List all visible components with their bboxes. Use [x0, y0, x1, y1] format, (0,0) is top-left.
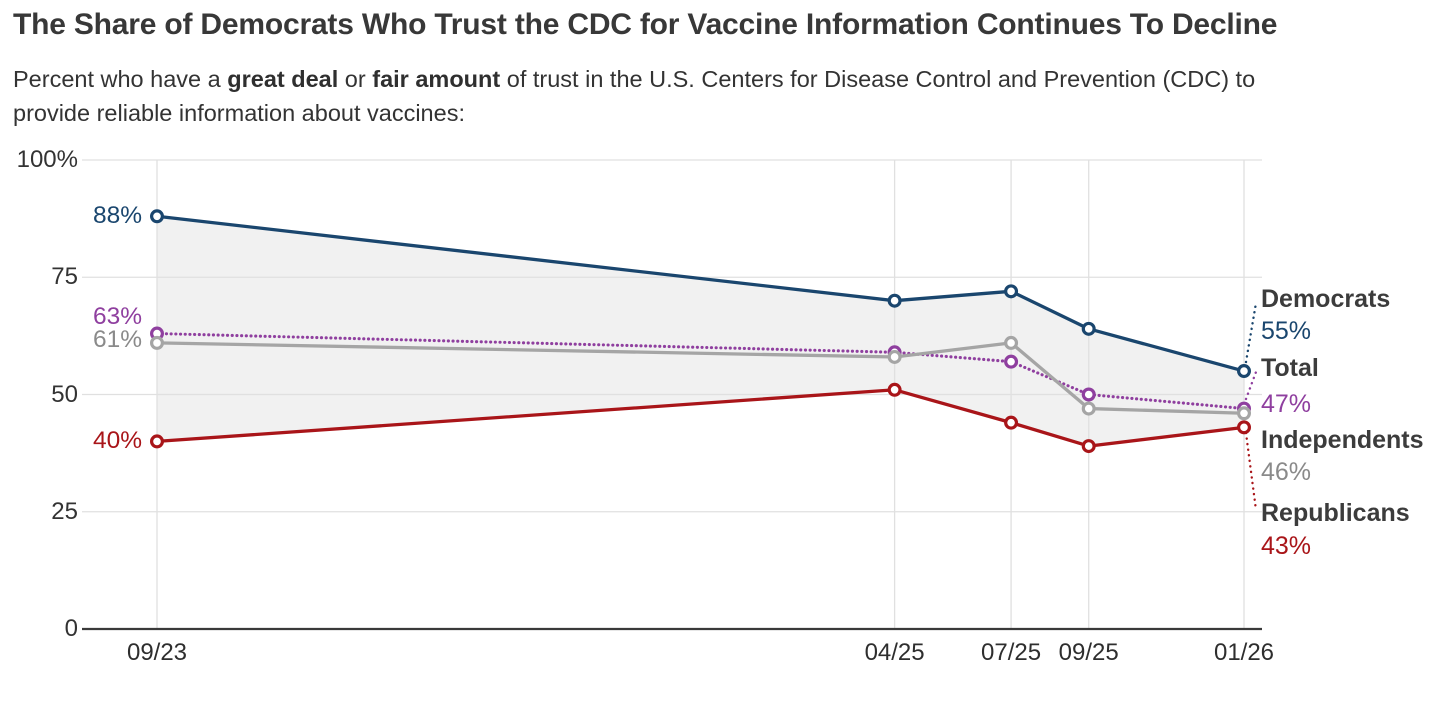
data-point-republicans-09/25: [1081, 439, 1096, 454]
chart-subtitle: Percent who have a great deal or fair am…: [13, 62, 1255, 130]
data-point-democrats-01/26: [1236, 364, 1251, 379]
legend-value-democrats: 55%: [1261, 317, 1312, 345]
data-point-independents-09/25: [1081, 401, 1096, 416]
y-tick-label-25: 25: [51, 497, 78, 525]
x-tick-label-04/25: 04/25: [864, 639, 925, 666]
leader-line-republicans: [1244, 431, 1258, 512]
x-tick-label-09/23: 09/23: [126, 639, 188, 666]
data-point-republicans-04/25: [887, 382, 902, 397]
data-point-independents-09/23: [150, 335, 165, 350]
y-tick-label-50: 50: [51, 380, 78, 408]
start-value-independents: 61%: [92, 325, 142, 353]
data-point-republicans-01/26: [1236, 420, 1251, 435]
subtitle-text: Percent who have a: [13, 66, 228, 92]
leader-line-total: [1244, 370, 1258, 401]
band-between-democrats-republicans: [157, 216, 1244, 447]
legend-name-independents: Independents: [1261, 426, 1424, 454]
data-point-republicans-07/25: [1004, 415, 1019, 430]
x-tick-label-01/26: 01/26: [1213, 639, 1275, 666]
y-tick-label-100: 100%: [16, 146, 78, 173]
data-point-total-09/25: [1081, 387, 1096, 402]
x-tick-label-09/25: 09/25: [1058, 639, 1119, 666]
data-point-democrats-07/25: [1004, 284, 1019, 299]
data-point-democrats-09/25: [1081, 321, 1096, 336]
data-point-total-07/25: [1004, 354, 1019, 369]
y-tick-label-0: 0: [64, 615, 78, 642]
data-point-republicans-09/23: [150, 434, 165, 449]
subtitle-text: or: [338, 66, 373, 92]
y-tick-label-75: 75: [51, 263, 78, 291]
leader-line-democrats: [1244, 301, 1258, 364]
subtitle-bold-great-deal: great deal: [227, 66, 339, 92]
start-value-democrats: 88%: [92, 202, 142, 230]
legend-name-democrats: Democrats: [1261, 285, 1391, 313]
chart-title: The Share of Democrats Who Trust the CDC…: [13, 8, 1278, 41]
x-tick-label-07/25: 07/25: [981, 639, 1042, 666]
legend-name-republicans: Republicans: [1261, 499, 1410, 527]
subtitle-bold-fair-amount: fair amount: [372, 66, 501, 92]
data-point-independents-04/25: [887, 349, 902, 364]
legend-value-republicans: 43%: [1261, 532, 1312, 560]
data-point-independents-07/25: [1004, 335, 1019, 350]
subtitle-text-line2: provide reliable information about vacci…: [13, 100, 465, 126]
data-point-democrats-09/23: [150, 209, 165, 224]
legend-name-total: Total: [1261, 354, 1319, 382]
start-value-republicans: 40%: [92, 427, 142, 455]
data-point-democrats-04/25: [887, 293, 902, 308]
subtitle-text: of trust in the U.S. Centers for Disease…: [500, 66, 1256, 92]
legend-value-independents: 46%: [1261, 458, 1312, 486]
start-value-total: 63%: [92, 302, 142, 330]
legend-value-total: 47%: [1261, 390, 1312, 418]
data-point-independents-01/26: [1236, 406, 1251, 421]
